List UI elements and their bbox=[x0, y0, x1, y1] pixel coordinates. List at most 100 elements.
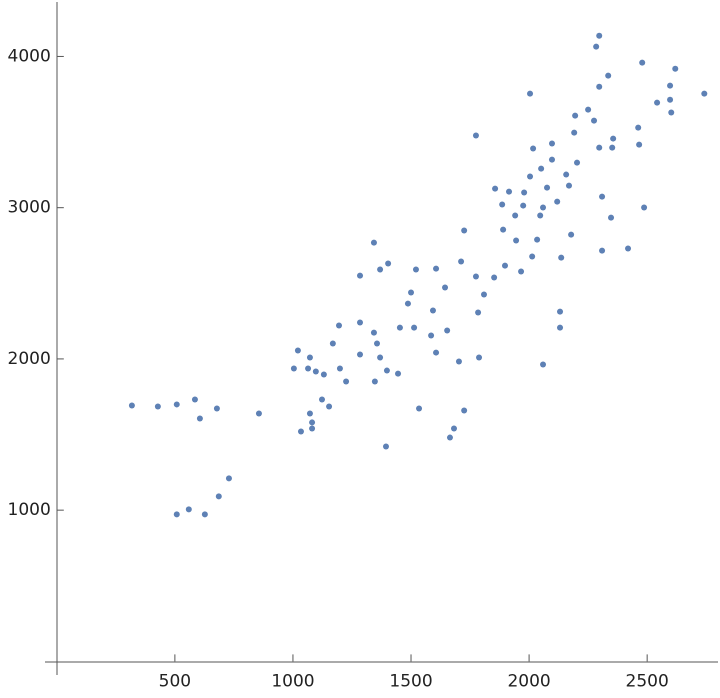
x-tick-label: 1500 bbox=[389, 671, 432, 691]
point bbox=[374, 340, 381, 347]
point bbox=[213, 405, 220, 412]
point bbox=[639, 59, 646, 66]
point bbox=[506, 188, 513, 195]
point bbox=[548, 156, 555, 163]
point bbox=[476, 354, 483, 361]
point bbox=[357, 272, 364, 279]
y-tick-label: 3000 bbox=[8, 198, 51, 218]
point bbox=[309, 419, 316, 426]
point bbox=[475, 309, 482, 316]
point bbox=[185, 506, 192, 513]
point bbox=[429, 307, 436, 314]
y-tick-label: 1000 bbox=[8, 500, 51, 520]
point bbox=[605, 72, 612, 79]
point bbox=[491, 274, 498, 281]
point bbox=[667, 96, 674, 103]
point bbox=[446, 434, 453, 441]
point bbox=[667, 82, 674, 89]
point bbox=[636, 141, 643, 148]
point bbox=[377, 354, 384, 361]
point bbox=[500, 226, 507, 233]
point bbox=[554, 198, 561, 205]
y-tick-label: 4000 bbox=[8, 46, 51, 66]
point bbox=[297, 428, 304, 435]
point bbox=[591, 117, 598, 124]
x-tick-label: 2500 bbox=[626, 671, 669, 691]
point bbox=[128, 402, 135, 409]
point bbox=[173, 401, 180, 408]
point bbox=[225, 475, 232, 482]
point bbox=[411, 324, 418, 331]
point bbox=[215, 493, 222, 500]
point bbox=[557, 308, 564, 315]
point bbox=[544, 184, 551, 191]
point bbox=[557, 324, 564, 331]
point bbox=[492, 185, 499, 192]
point bbox=[527, 173, 534, 180]
point bbox=[306, 410, 313, 417]
point bbox=[396, 324, 403, 331]
point bbox=[530, 145, 537, 152]
point bbox=[442, 284, 449, 291]
point bbox=[641, 204, 648, 211]
point bbox=[538, 165, 545, 172]
point bbox=[370, 329, 377, 336]
point bbox=[585, 106, 592, 113]
point bbox=[568, 231, 575, 238]
y-tick-label: 2000 bbox=[8, 349, 51, 369]
point bbox=[502, 262, 509, 269]
point bbox=[458, 258, 465, 265]
point bbox=[408, 289, 415, 296]
point bbox=[455, 358, 462, 365]
point bbox=[306, 354, 313, 361]
point bbox=[548, 140, 555, 147]
point bbox=[255, 410, 262, 417]
point bbox=[529, 253, 536, 260]
point bbox=[433, 349, 440, 356]
point bbox=[608, 214, 615, 221]
point bbox=[625, 245, 632, 252]
point bbox=[599, 193, 606, 200]
point bbox=[565, 182, 572, 189]
point bbox=[309, 425, 316, 432]
point bbox=[318, 396, 325, 403]
point bbox=[191, 396, 198, 403]
point bbox=[635, 124, 642, 131]
point bbox=[596, 32, 603, 39]
point bbox=[461, 227, 468, 234]
point bbox=[571, 129, 578, 136]
point bbox=[395, 370, 402, 377]
point bbox=[596, 144, 603, 151]
point bbox=[461, 407, 468, 414]
point bbox=[290, 365, 297, 372]
point bbox=[596, 83, 603, 90]
point bbox=[201, 511, 208, 518]
point bbox=[404, 300, 411, 307]
point bbox=[701, 90, 708, 97]
point bbox=[335, 322, 342, 329]
point bbox=[574, 159, 581, 166]
point bbox=[534, 236, 541, 243]
point bbox=[371, 378, 378, 385]
point bbox=[428, 332, 435, 339]
point bbox=[416, 405, 423, 412]
point bbox=[540, 204, 547, 211]
point bbox=[540, 361, 547, 368]
point bbox=[563, 171, 570, 178]
x-tick-label: 1000 bbox=[271, 671, 314, 691]
point bbox=[672, 65, 679, 72]
point bbox=[154, 403, 161, 410]
point bbox=[472, 273, 479, 280]
x-tick-label: 500 bbox=[159, 671, 191, 691]
point bbox=[610, 135, 617, 142]
point bbox=[512, 212, 519, 219]
point bbox=[518, 268, 525, 275]
point bbox=[572, 112, 579, 119]
point bbox=[472, 132, 479, 139]
point bbox=[326, 403, 333, 410]
point bbox=[537, 212, 544, 219]
point bbox=[382, 443, 389, 450]
point bbox=[385, 260, 392, 267]
